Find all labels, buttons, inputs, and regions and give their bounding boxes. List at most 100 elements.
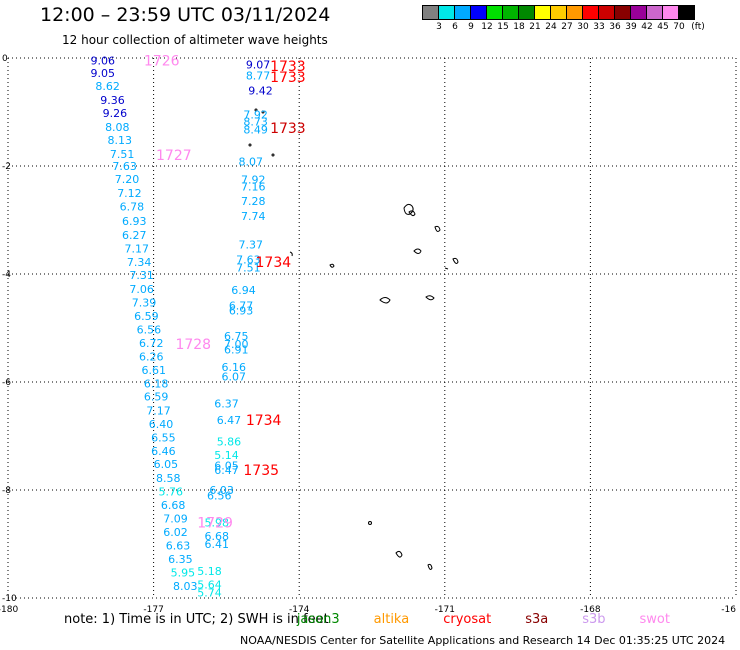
x-tick-label: -16 (721, 605, 736, 615)
wave-height-label: 7.63 (236, 253, 261, 266)
wave-height-label: 6.05 (154, 458, 179, 471)
legend-unit: (ft) (691, 22, 705, 32)
island-shape (425, 295, 435, 301)
pass-number-label: 1733 (270, 121, 306, 137)
island-shape (403, 203, 414, 215)
wave-height-label: 7.37 (239, 238, 263, 251)
wave-height-label: 9.06 (91, 55, 116, 68)
pass-number-label: 1726 (144, 54, 180, 70)
x-tick-label: -171 (435, 605, 455, 615)
legend-tick-label: 6 (452, 22, 458, 32)
wave-height-label: 5.14 (214, 449, 239, 462)
wave-height-label: 6.46 (151, 445, 176, 458)
wave-height-label: 8.13 (107, 134, 132, 147)
wave-height-label: 7.20 (115, 173, 140, 186)
wave-height-label: 6.56 (207, 489, 232, 502)
island-shape (254, 108, 258, 112)
wave-height-label: 7.51 (110, 148, 135, 161)
wave-height-label: 7.28 (241, 195, 266, 208)
credit-line: NOAA/NESDIS Center for Satellite Applica… (240, 634, 726, 647)
legend-tick-label: 42 (641, 22, 653, 32)
wave-height-label: 6.16 (222, 361, 247, 374)
pass-number-label: 1734 (256, 255, 292, 271)
wave-height-label: 6.94 (231, 284, 256, 297)
wave-height-label: 6.37 (214, 398, 239, 411)
wave-height-label: 5.98 (205, 516, 230, 529)
wave-height-label: 9.26 (103, 107, 128, 120)
pass-number-label: 1729 (197, 515, 233, 531)
wave-height-label: 6.47 (214, 464, 239, 477)
wave-height-label: 6.56 (137, 324, 162, 337)
y-tick-label: 0 (2, 54, 8, 64)
wave-height-label: 6.35 (168, 553, 193, 566)
island-shape (261, 110, 265, 114)
wave-height-labels: 9.069.058.629.369.268.088.137.517.637.20… (91, 55, 273, 600)
wave-height-label: 8.62 (95, 80, 120, 93)
satellite-label: cryosat (443, 612, 492, 627)
x-tick-label: -177 (143, 605, 163, 615)
satellite-label: s3b (582, 612, 606, 627)
wave-height-label: 6.93 (229, 305, 254, 318)
footnote: note: 1) Time is in UTC; 2) SWH is in fe… (64, 612, 670, 627)
wave-height-label: 7.74 (241, 210, 266, 223)
island-shape (413, 248, 422, 254)
pass-number-label: 1733 (270, 70, 306, 86)
pass-number-label: 1727 (156, 148, 192, 164)
wave-height-label: 9.42 (248, 84, 272, 97)
wave-height-label: 6.41 (205, 538, 230, 551)
legend-tick-label: 24 (545, 22, 557, 32)
wave-height-label: 6.77 (229, 299, 254, 312)
wave-height-label: 6.91 (224, 344, 249, 357)
island-shape (395, 550, 403, 558)
legend-tick-label: 21 (529, 22, 541, 32)
wave-height-label: 7.63 (112, 160, 137, 173)
wave-height-label: 8.49 (243, 123, 267, 136)
wave-height-label: 9.07 (246, 58, 271, 71)
island-shape (368, 521, 372, 525)
wave-height-label: 6.55 (151, 432, 176, 445)
legend-tick-label: 45 (657, 22, 669, 32)
wave-height-label: 6.93 (122, 215, 147, 228)
wave-height-label: 6.47 (217, 414, 242, 427)
legend-tick-label: 27 (561, 22, 573, 32)
satellite-label: s3a (525, 612, 549, 627)
wave-height-label: 6.27 (122, 229, 147, 242)
wave-height-label: 6.61 (141, 364, 166, 377)
legend-tick-label: 18 (513, 22, 525, 32)
wave-height-label: 6.72 (139, 337, 164, 350)
wave-height-label: 6.63 (166, 540, 191, 553)
island-shape (329, 263, 335, 268)
wave-height-label: 5.76 (158, 486, 183, 499)
legend-tick-label: 3 (436, 22, 442, 32)
legend-tick-label: 9 (468, 22, 474, 32)
wave-height-label: 7.92 (241, 174, 266, 187)
wave-height-label: 7.17 (146, 405, 171, 418)
wave-height-label: 7.06 (129, 283, 154, 296)
satellite-label: jason3 (296, 612, 340, 627)
wave-height-label: 6.40 (149, 418, 174, 431)
legend-tick-label: 15 (497, 22, 509, 32)
x-tick-label: -180 (0, 605, 18, 615)
island-shape (289, 251, 293, 257)
legend-tick-label: 36 (609, 22, 621, 32)
wave-height-label: 9.36 (100, 94, 125, 107)
wave-height-label: 5.18 (197, 565, 222, 578)
pass-number-label: 1734 (246, 413, 282, 429)
wave-height-label: 7.16 (241, 181, 266, 194)
pass-number-label: 1735 (243, 463, 279, 479)
wave-height-label: 7.34 (127, 256, 152, 269)
wave-height-label: 8.77 (246, 69, 271, 82)
pass-number-label: 1733 (270, 59, 306, 75)
y-tick-label: -10 (2, 594, 17, 604)
wave-height-label: 7.12 (117, 187, 142, 200)
wave-height-label: 6.02 (163, 526, 188, 539)
page-subtitle: 12 hour collection of altimeter wave hei… (62, 33, 328, 47)
wave-height-label: 6.59 (134, 310, 159, 323)
legend-swatch (678, 5, 695, 20)
wave-height-label: 6.78 (120, 201, 145, 214)
color-legend: 3 6 9 12 15 18 21 24 27 30 33 36 39 42 45 70 (ft) (422, 5, 705, 34)
y-tick-label: -8 (2, 486, 11, 496)
wave-height-label: 8.03 (173, 580, 198, 593)
